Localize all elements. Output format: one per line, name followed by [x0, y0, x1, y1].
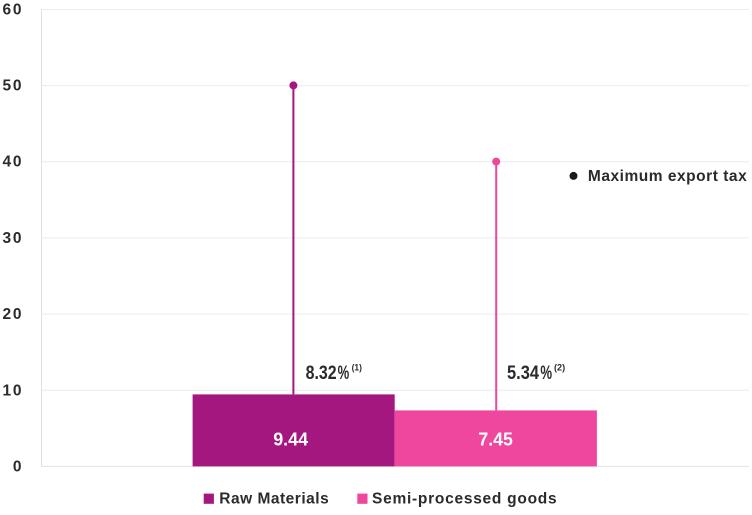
svg-text:20: 20	[3, 306, 22, 323]
svg-text:9.44: 9.44	[273, 429, 308, 449]
svg-text:30: 30	[3, 230, 22, 247]
svg-text:(1): (1)	[352, 362, 362, 372]
svg-text:%: %	[338, 363, 350, 384]
svg-text:Raw Materials: Raw Materials	[219, 491, 328, 508]
svg-text:0: 0	[13, 458, 22, 475]
svg-text:40: 40	[3, 154, 22, 171]
svg-text:50: 50	[3, 78, 22, 95]
svg-text:8.32: 8.32	[306, 363, 337, 384]
svg-text:7.45: 7.45	[478, 429, 513, 449]
svg-text:60: 60	[3, 2, 22, 19]
svg-text:(2): (2)	[554, 362, 565, 372]
svg-text:5.34: 5.34	[507, 363, 539, 384]
svg-text:10: 10	[3, 382, 22, 399]
svg-text:Semi-processed goods: Semi-processed goods	[372, 491, 557, 508]
svg-text:Maximum export tax: Maximum export tax	[588, 168, 747, 185]
svg-text:%: %	[540, 363, 552, 384]
